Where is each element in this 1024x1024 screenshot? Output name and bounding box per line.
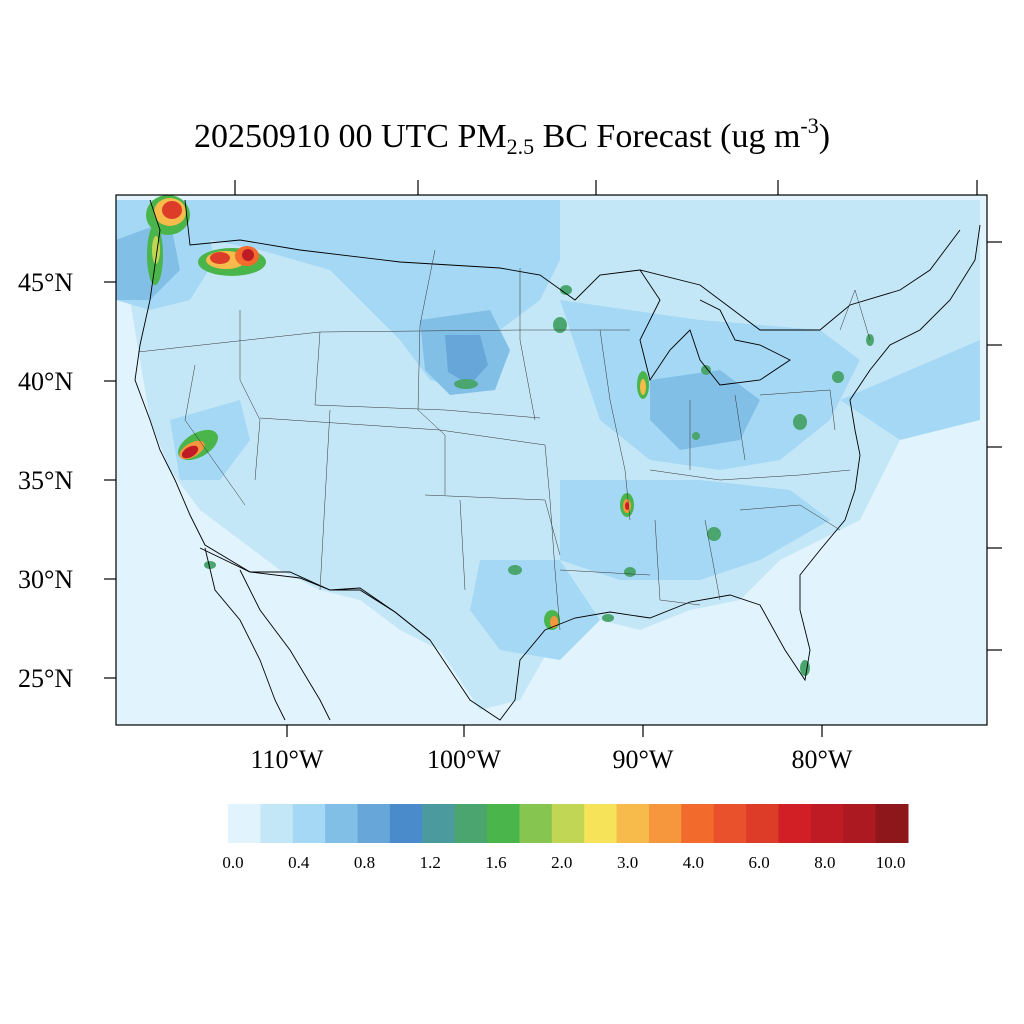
colorbar-swatch <box>454 804 488 843</box>
colorbar-swatch <box>260 804 294 843</box>
colorbar-tick-label: 8.0 <box>814 853 836 872</box>
colorbar-tick-label: 10.0 <box>875 853 906 872</box>
plume-gulf <box>470 560 600 660</box>
colorbar-swatch <box>551 804 585 843</box>
plume-ohio <box>650 370 760 450</box>
colorbar-tick-label: 6.0 <box>748 853 770 872</box>
canada-border <box>184 199 961 331</box>
colorbar <box>228 804 909 843</box>
colorbar-tick-label: 1.2 <box>419 853 441 872</box>
colorbar-swatch <box>648 804 682 843</box>
colorbar-tick-label: 0.0 <box>222 853 244 872</box>
colorbar-swatch <box>681 804 715 843</box>
concentration-field <box>116 195 980 710</box>
lat-label-45: 45°N <box>18 268 74 297</box>
hotspot-chicago <box>637 371 649 399</box>
colorbar-swatch <box>616 804 650 843</box>
hotspot-houston <box>544 610 560 630</box>
title-subscript: 2.5 <box>506 134 535 159</box>
colorbar-swatch <box>292 804 326 843</box>
plume-atlantic <box>840 340 980 440</box>
map-frame <box>115 194 988 726</box>
colorbar-swatch <box>584 804 618 843</box>
colorbar-swatch <box>487 804 520 843</box>
title-superscript: -3 <box>800 113 819 138</box>
colorbar-swatch <box>422 804 456 843</box>
baja <box>204 547 286 721</box>
title-main: 20250910 00 UTC PM <box>193 118 507 155</box>
lon-label-110w: 110°W <box>250 745 324 774</box>
colorbar-tick-label: 0.4 <box>288 853 310 872</box>
title-tail: BC Forecast (ug m <box>534 118 801 155</box>
colorbar-swatch <box>778 804 812 843</box>
lat-label-25: 25°N <box>18 664 74 693</box>
great-lakes <box>639 269 791 386</box>
map-title: 20250910 00 UTC PM2.5 BC Forecast (ug m-… <box>0 115 1024 159</box>
colorbar-tick-label: 0.8 <box>353 853 376 872</box>
colorbar-tick-label: 2.0 <box>551 853 573 872</box>
state-lines <box>137 249 871 631</box>
hotspot-memphis <box>620 493 634 517</box>
colorbar-swatch <box>519 804 553 843</box>
mexico-west-coast <box>239 569 331 721</box>
colorbar-tick-label: 4.0 <box>682 853 704 872</box>
lat-label-30: 30°N <box>18 565 74 594</box>
colorbar-swatch <box>810 804 844 843</box>
lon-label-80w: 80°W <box>791 745 853 774</box>
lon-label-100w: 100°W <box>427 745 501 774</box>
hotspot-fire-id <box>198 246 266 276</box>
lat-label-40: 40°N <box>18 367 74 396</box>
colorbar-swatch <box>713 804 747 843</box>
plume-dakotas-core <box>445 335 488 385</box>
colorbar-tick-label: 3.0 <box>616 853 639 872</box>
lon-label-90w: 90°W <box>612 745 674 774</box>
colorbar-swatch <box>325 804 359 843</box>
lat-label-35: 35°N <box>18 466 74 495</box>
tick-marks <box>104 180 1002 737</box>
colorbar-swatch <box>746 804 779 843</box>
title-close: ) <box>818 118 831 155</box>
us-coast-outline <box>134 199 981 721</box>
hotspot-fire-wa <box>146 195 190 285</box>
mexico-border <box>199 547 431 641</box>
colorbar-swatch <box>357 804 391 843</box>
colorbar-swatch <box>228 804 261 843</box>
colorbar-tick-label: 1.6 <box>485 853 507 872</box>
colorbar-swatch <box>875 804 909 843</box>
colorbar-swatch <box>389 804 423 843</box>
hotspot-small <box>204 285 874 676</box>
colorbar-swatch <box>843 804 877 843</box>
boundaries <box>134 199 981 721</box>
